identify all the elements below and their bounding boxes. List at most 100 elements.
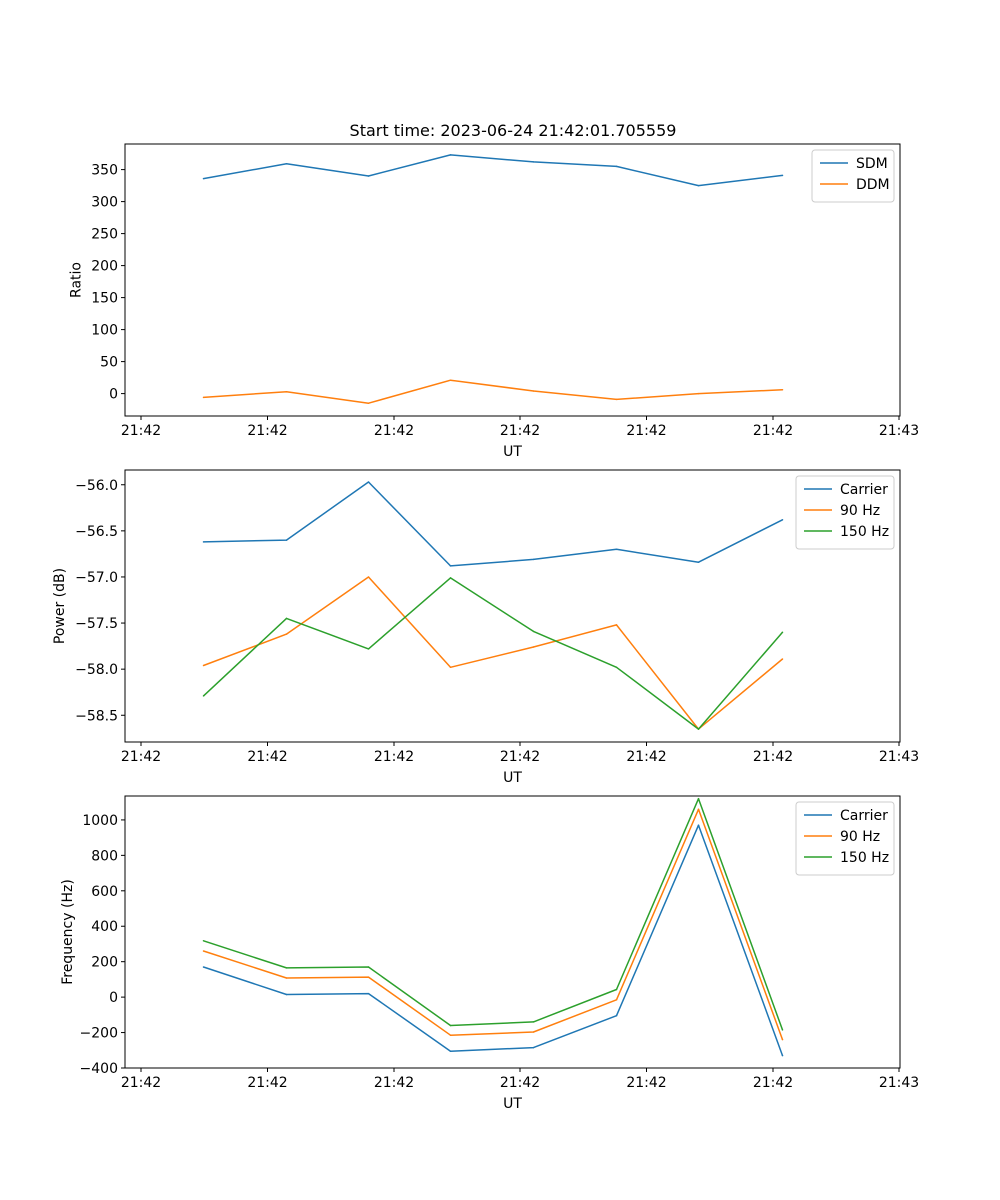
x-tick-label: 21:42 — [753, 423, 793, 439]
chart-panels: 21:42 21:42 21:42 21:42 21:42 21:42 21:43 UT 0 50… — [52, 143, 919, 1112]
y-tick-label: −57.0 — [75, 570, 118, 586]
data-point — [449, 379, 452, 381]
series-line-carrier — [203, 481, 783, 567]
data-point — [449, 565, 452, 567]
y-axis-label: Power (dB) — [52, 568, 68, 644]
x-tick-label: 21:43 — [879, 423, 919, 439]
y-tick-label: 150 — [91, 291, 118, 307]
x-tick-label: 21:42 — [247, 1075, 287, 1091]
y-tick-label: 400 — [91, 919, 118, 935]
data-point — [532, 558, 535, 561]
data-point — [781, 1029, 784, 1031]
data-point — [615, 624, 618, 626]
series-line-90-hz — [203, 576, 783, 730]
y-tick-label: −58.5 — [75, 708, 118, 724]
axes-frame — [124, 469, 901, 743]
y-tick-label: 0 — [109, 387, 118, 403]
series-line-carrier — [203, 824, 784, 1056]
data-point — [615, 165, 618, 168]
data-point — [615, 988, 618, 991]
data-point — [202, 396, 205, 399]
x-tick-label: 21:42 — [121, 423, 161, 439]
y-tick-label: 800 — [91, 848, 118, 864]
axes-frame — [124, 143, 901, 417]
data-point — [285, 617, 288, 620]
y-tick-label: 300 — [91, 195, 118, 211]
data-point — [532, 390, 535, 392]
data-point — [202, 695, 205, 697]
legend: Carrier 90 Hz 150 Hz — [795, 475, 895, 550]
data-point — [202, 177, 205, 180]
legend-label: 90 Hz — [840, 503, 880, 519]
data-point — [449, 1050, 452, 1052]
data-point — [449, 577, 452, 579]
x-tick-label: 21:42 — [500, 1075, 540, 1091]
data-point — [285, 163, 288, 165]
x-tick-label: 21:43 — [879, 749, 919, 765]
y-tick-label: 100 — [91, 323, 118, 339]
data-point — [615, 1014, 618, 1017]
data-point — [781, 658, 784, 660]
y-tick-label: −56.5 — [75, 524, 118, 540]
x-tick-label: 21:42 — [500, 423, 540, 439]
data-point — [367, 648, 370, 650]
series-line-150-hz — [202, 577, 784, 730]
data-point — [532, 1021, 535, 1023]
chart-panel-2: 21:42 21:42 21:42 21:42 21:42 21:42 21:43 UT −58… — [52, 469, 919, 786]
x-tick-label: 21:42 — [374, 423, 414, 439]
x-tick-label: 21:42 — [247, 423, 287, 439]
data-point — [367, 175, 370, 177]
x-tick-label: 21:42 — [626, 749, 666, 765]
data-point — [615, 398, 618, 401]
x-tick-label: 21:42 — [374, 1075, 414, 1091]
y-tick-label: 200 — [91, 955, 118, 971]
data-point — [202, 664, 205, 667]
data-point — [781, 1054, 784, 1057]
y-tick-label: −200 — [80, 1026, 118, 1042]
legend-label: 150 Hz — [840, 524, 889, 540]
y-tick-label: −400 — [80, 1061, 118, 1077]
series-line-ddm — [203, 379, 783, 404]
x-axis-label: UT — [503, 770, 522, 786]
x-tick-label: 21:42 — [121, 1075, 161, 1091]
x-tick-label: 21:43 — [879, 1075, 919, 1091]
y-tick-label: −58.0 — [75, 662, 118, 678]
data-point — [285, 967, 288, 969]
legend-label: SDM — [856, 156, 888, 172]
data-point — [202, 940, 205, 942]
data-point — [202, 950, 205, 952]
y-tick-label: 250 — [91, 227, 118, 243]
x-tick-label: 21:42 — [121, 749, 161, 765]
data-point — [285, 539, 288, 541]
axes-frame — [124, 795, 901, 1069]
data-point — [285, 993, 288, 996]
data-point — [697, 728, 700, 730]
data-point — [532, 646, 535, 648]
data-point — [449, 1024, 452, 1027]
legend: Carrier 90 Hz 150 Hz — [795, 801, 895, 876]
data-point — [285, 633, 288, 635]
data-point — [367, 966, 370, 968]
data-point — [781, 1038, 784, 1041]
data-point — [449, 154, 452, 156]
data-point — [532, 1046, 535, 1049]
x-tick-label: 21:42 — [500, 749, 540, 765]
data-point — [697, 808, 700, 811]
series-line-sdm — [203, 154, 783, 187]
data-point — [781, 631, 784, 634]
data-point — [781, 174, 784, 177]
chart-panel-3: 21:42 21:42 21:42 21:42 21:42 21:42 21:43 UT −40… — [60, 795, 919, 1112]
legend-label: Carrier — [840, 808, 888, 824]
data-point — [697, 184, 700, 187]
x-tick-label: 21:42 — [753, 1075, 793, 1091]
data-point — [532, 161, 535, 163]
data-point — [615, 999, 618, 1001]
legend-label: Carrier — [840, 482, 888, 498]
data-point — [367, 576, 370, 578]
legend-label: 90 Hz — [840, 829, 880, 845]
data-point — [781, 519, 784, 521]
data-point — [697, 824, 700, 826]
y-tick-label: 50 — [100, 355, 118, 371]
data-point — [532, 1031, 535, 1033]
legend-label: 150 Hz — [840, 850, 889, 866]
